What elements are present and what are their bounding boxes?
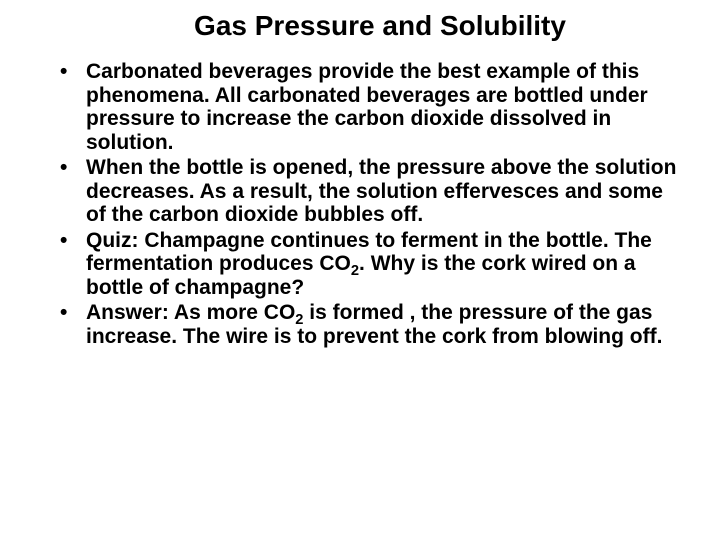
bullet-item: Answer: As more CO2 is formed , the pres…	[60, 301, 680, 348]
slide: Gas Pressure and Solubility Carbonated b…	[0, 0, 720, 540]
slide-title: Gas Pressure and Solubility	[30, 10, 690, 42]
bullet-list: Carbonated beverages provide the best ex…	[30, 60, 690, 348]
bullet-item: Carbonated beverages provide the best ex…	[60, 60, 680, 154]
bullet-item: Quiz: Champagne continues to ferment in …	[60, 229, 680, 300]
bullet-item: When the bottle is opened, the pressure …	[60, 156, 680, 227]
